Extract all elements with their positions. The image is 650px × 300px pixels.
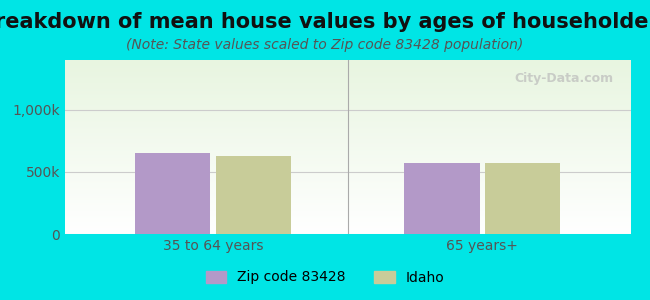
Bar — [135, 153, 211, 234]
Bar — [216, 156, 291, 234]
Text: (Note: State values scaled to Zip code 83428 population): (Note: State values scaled to Zip code 8… — [126, 38, 524, 52]
Legend: Zip code 83428, Idaho: Zip code 83428, Idaho — [200, 265, 450, 290]
Bar — [485, 163, 560, 234]
Text: City-Data.com: City-Data.com — [514, 72, 614, 85]
Bar — [404, 163, 480, 234]
Text: Breakdown of mean house values by ages of householders: Breakdown of mean house values by ages o… — [0, 12, 650, 32]
